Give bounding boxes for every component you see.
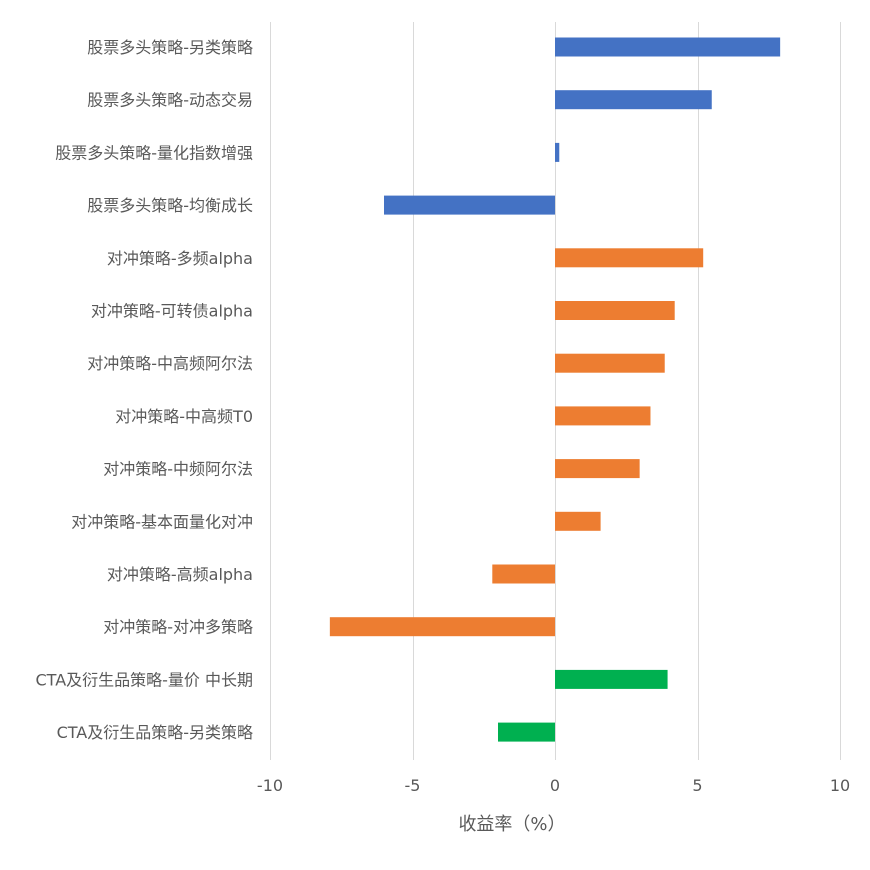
x-tick-label: 0: [550, 776, 560, 795]
bar: [384, 195, 555, 215]
bar: [555, 142, 560, 162]
category-label: 股票多头策略-动态交易: [87, 91, 253, 110]
x-tick-label: 5: [692, 776, 702, 795]
x-tick-labels: -10 -5 0 5 10: [257, 776, 850, 795]
category-label: 股票多头策略-另类策略: [87, 38, 253, 57]
bar: [555, 37, 781, 57]
category-label: 对冲策略-中高频T0: [115, 407, 253, 426]
x-tick-label: -5: [405, 776, 421, 795]
bar: [555, 669, 668, 689]
category-label: 对冲策略-基本面量化对冲: [71, 512, 253, 531]
category-label: 股票多头策略-量化指数增强: [55, 143, 253, 162]
bar: [555, 353, 665, 373]
bars: [329, 37, 781, 742]
category-label: 股票多头策略-均衡成长: [87, 196, 253, 215]
x-axis-title: 收益率（%）: [458, 814, 565, 835]
x-tick-label: -10: [257, 776, 283, 795]
category-label: 对冲策略-可转债alpha: [91, 302, 253, 321]
category-label: 对冲策略-对冲多策略: [103, 618, 253, 637]
category-label: 对冲策略-多频alpha: [107, 249, 253, 268]
bar: [555, 90, 712, 110]
category-label: CTA及衍生品策略-另类策略: [57, 723, 253, 742]
bar: [555, 301, 675, 320]
category-label: 对冲策略-中频阿尔法: [103, 460, 253, 479]
gridlines: [270, 22, 841, 760]
bar: [555, 511, 601, 531]
bar: [329, 617, 555, 637]
category-label: CTA及衍生品策略-量价 中长期: [35, 670, 253, 689]
bar: [555, 459, 640, 479]
x-tick-label: 10: [830, 776, 850, 795]
category-label: 对冲策略-高频alpha: [107, 565, 253, 584]
category-label: 对冲策略-中高频阿尔法: [87, 354, 253, 373]
bar: [492, 564, 555, 584]
bar: [555, 248, 704, 268]
bar: [555, 406, 651, 426]
category-labels: 股票多头策略-另类策略股票多头策略-动态交易股票多头策略-量化指数增强股票多头策…: [35, 38, 253, 742]
bar: [498, 722, 555, 742]
